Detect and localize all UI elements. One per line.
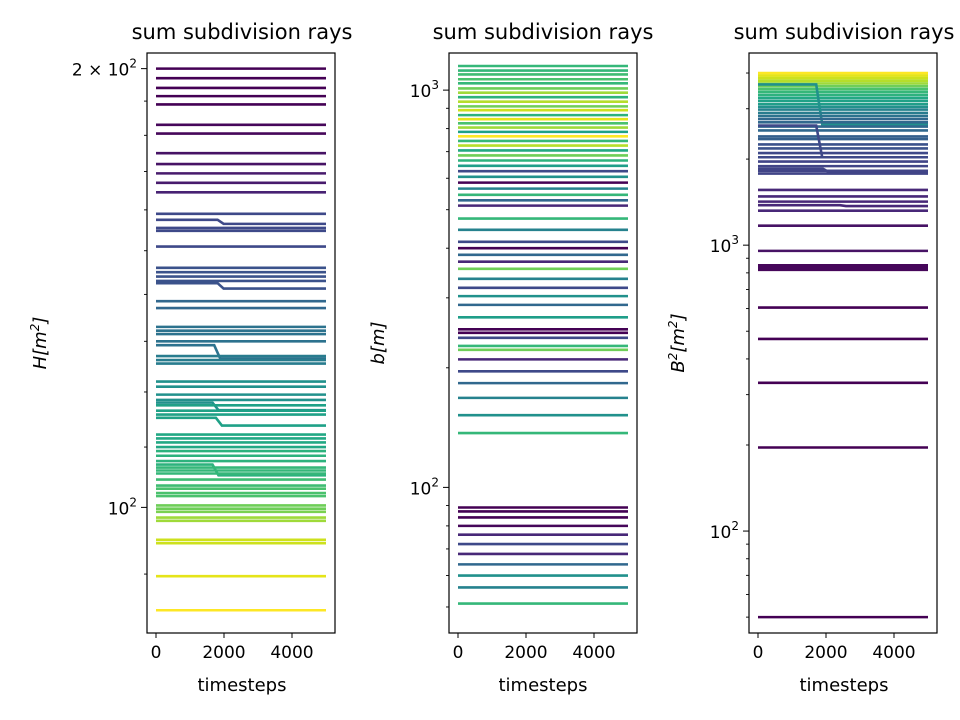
panel-1-ylabel: H[m2] <box>28 317 51 370</box>
panel-3-xtick-label: 2000 <box>804 643 847 663</box>
panel-1-xlabel: timesteps <box>198 675 287 696</box>
panel-2-ytick-label: 103 <box>410 78 439 102</box>
panel-1-axes-frame <box>146 52 336 634</box>
panel-1-xtick-label: 0 <box>151 643 162 663</box>
panel-1-yticks: 102 2 × 102 <box>72 57 147 575</box>
panel-1: sum subdivision rays 0 2000 4000 102 2 × 10… <box>28 20 352 696</box>
panel-3-lines <box>758 71 928 619</box>
panel-2-ylabel-part-1: b[m] <box>368 321 389 364</box>
panel-3-ylabel: B2[m2] <box>666 313 689 372</box>
panel-2-xticks: 0 2000 4000 <box>453 633 616 663</box>
panel-2-axes-frame <box>448 52 638 634</box>
panel-2-ytick-label: 102 <box>410 475 439 499</box>
panel-2: sum subdivision rays 0 2000 4000 102 103 ti… <box>368 20 653 696</box>
panel-3-series-line <box>758 203 928 208</box>
panel-3-yticks: 102 103 <box>710 72 749 618</box>
panel-1-ylabel-part-2: ] <box>30 317 51 325</box>
panel-2-lines <box>458 64 628 605</box>
panel-3: sum subdivision rays 0 2000 4000 102 103 ti… <box>666 20 954 696</box>
panel-1-title: sum subdivision rays <box>132 20 353 44</box>
panel-2-xtick-label: 4000 <box>572 643 615 663</box>
panel-3-title: sum subdivision rays <box>734 20 955 44</box>
panel-3-xlabel: timesteps <box>800 675 889 696</box>
panel-1-series-line <box>156 281 326 290</box>
panel-3-xtick-label: 4000 <box>872 643 915 663</box>
panel-2-yticks: 102 103 <box>410 78 449 608</box>
panel-3-ylabel-sup-1: 2 <box>666 353 680 361</box>
panel-1-xticks: 0 2000 4000 <box>151 633 314 663</box>
panel-1-series-line <box>156 416 326 427</box>
panel-2-ylabel: b[m] <box>368 321 389 364</box>
panel-1-ytick-label: 102 <box>108 495 137 519</box>
panel-1-series-line <box>156 343 326 360</box>
panel-1-ylabel-part-1: H[m <box>30 331 51 369</box>
panel-2-xtick-label: 0 <box>453 643 464 663</box>
panel-1-xtick-label: 2000 <box>202 643 245 663</box>
panel-1-ylabel-sup: 2 <box>28 324 42 332</box>
panel-3-axes-frame <box>748 52 938 634</box>
panel-3-ylabel-part-2: [m <box>668 328 689 353</box>
panel-3-ylabel-part-3: ] <box>668 313 689 321</box>
panel-3-xticks: 0 2000 4000 <box>753 633 916 663</box>
panel-3-ylabel-part-1: B <box>668 360 689 372</box>
panel-3-xtick-label: 0 <box>753 643 764 663</box>
panel-3-ylabel-sup-2: 2 <box>666 320 680 328</box>
panel-3-ytick-label: 102 <box>710 519 739 543</box>
panel-2-title: sum subdivision rays <box>433 20 654 44</box>
panel-1-series-line <box>156 218 326 226</box>
panel-1-xtick-label: 4000 <box>270 643 313 663</box>
panel-3-series-line <box>758 83 928 126</box>
panel-3-ytick-label: 103 <box>710 233 739 257</box>
panel-2-xlabel: timesteps <box>499 675 588 696</box>
panel-1-lines <box>156 67 326 612</box>
panel-1-ytick-label: 2 × 102 <box>72 57 137 81</box>
panel-2-xtick-label: 2000 <box>504 643 547 663</box>
